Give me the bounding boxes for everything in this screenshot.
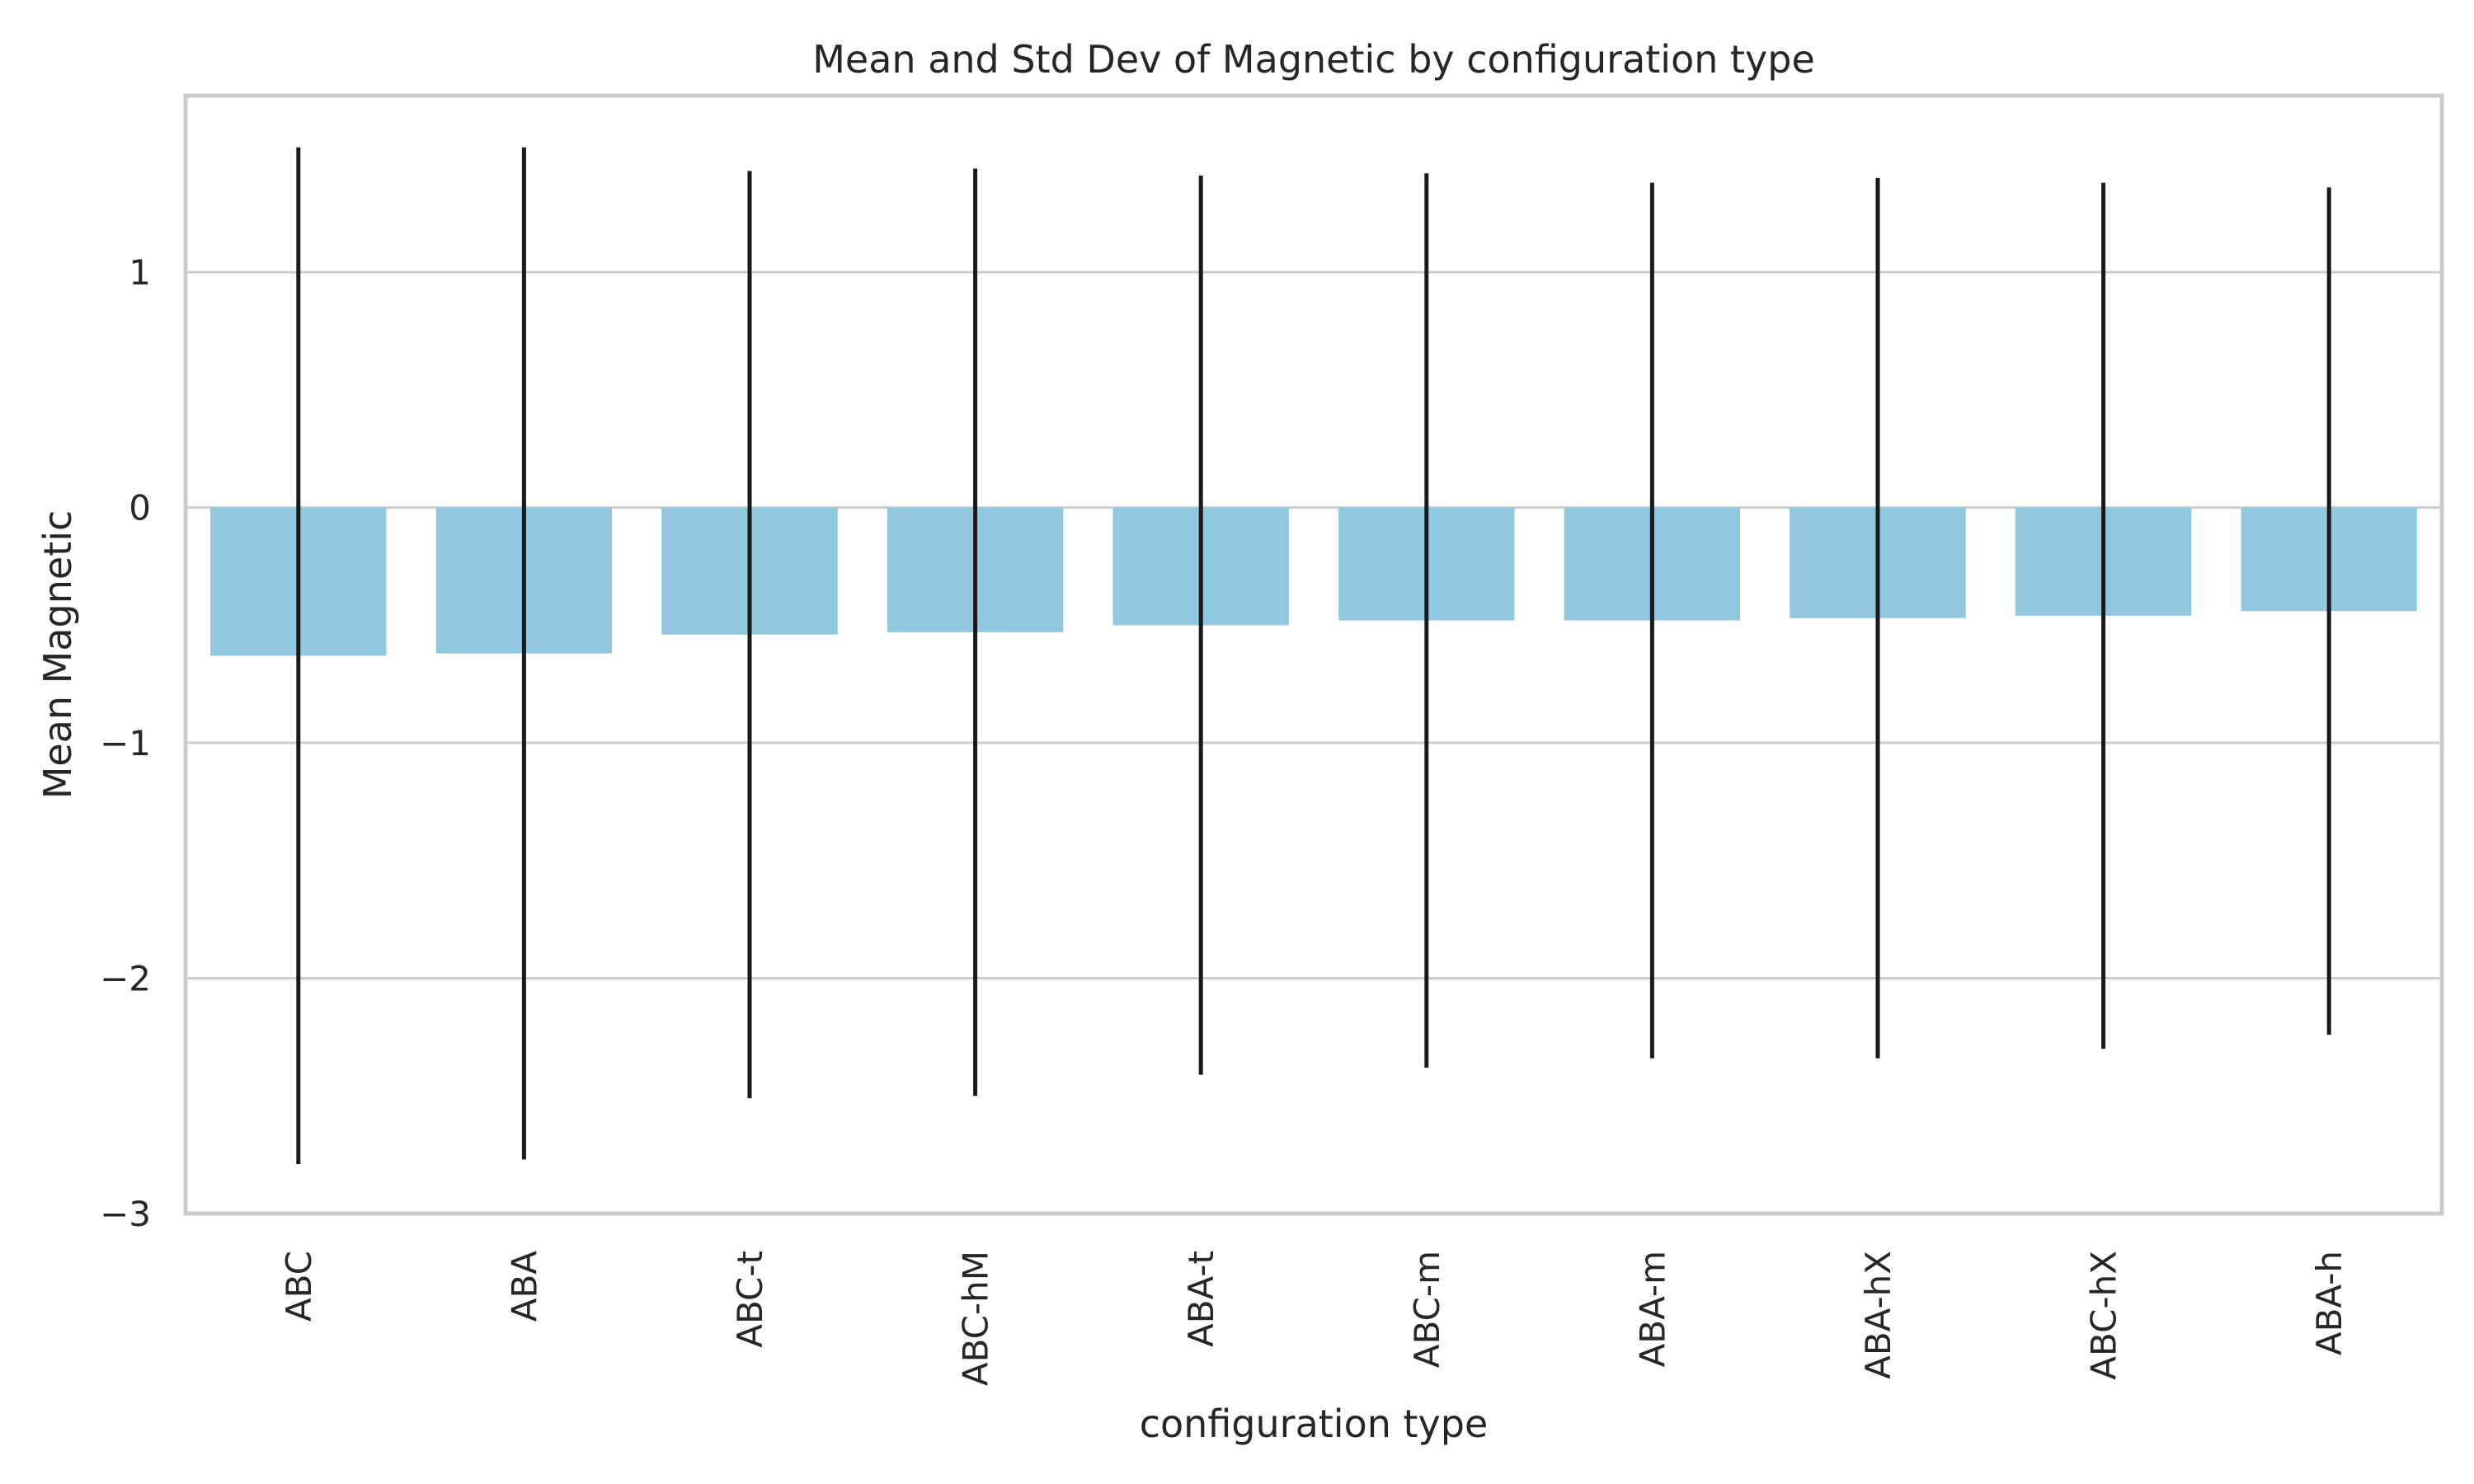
x-tick-label: ABC-m <box>1407 1251 1447 1368</box>
y-axis-label: Mean Magnetic <box>35 510 80 800</box>
x-tick-label: ABA <box>504 1251 544 1322</box>
x-tick-label: ABC <box>279 1251 319 1322</box>
y-tick-label: 0 <box>129 488 151 528</box>
plot-area <box>183 93 2444 1216</box>
x-tick-label: ABC-hM <box>956 1251 996 1386</box>
y-tick-label: −2 <box>100 959 151 999</box>
y-tick-label: −1 <box>100 723 151 763</box>
y-tick-label: 1 <box>129 252 151 293</box>
x-tick-label: ABC-hX <box>2084 1251 2124 1380</box>
x-axis-label: configuration type <box>1140 1402 1489 1446</box>
y-tick-label: −3 <box>100 1194 151 1234</box>
error-bars <box>296 147 2331 1165</box>
x-tick-labels: ABC ABA ABC-t ABC-hM ABA-t ABC-m ABA-m ABA-hX AB… <box>279 1251 2349 1386</box>
chart-title: Mean and Std Dev of Magnetic by configur… <box>812 37 1815 82</box>
x-tick-label: ABA-m <box>1632 1251 1672 1367</box>
x-tick-label: ABA-t <box>1181 1251 1221 1347</box>
y-tick-labels: −3 −2 −1 0 1 <box>100 252 151 1234</box>
x-tick-label: ABA-hX <box>1858 1251 1898 1379</box>
x-tick-label: ABC-t <box>730 1251 770 1348</box>
x-tick-label: ABA-h <box>2309 1251 2349 1355</box>
